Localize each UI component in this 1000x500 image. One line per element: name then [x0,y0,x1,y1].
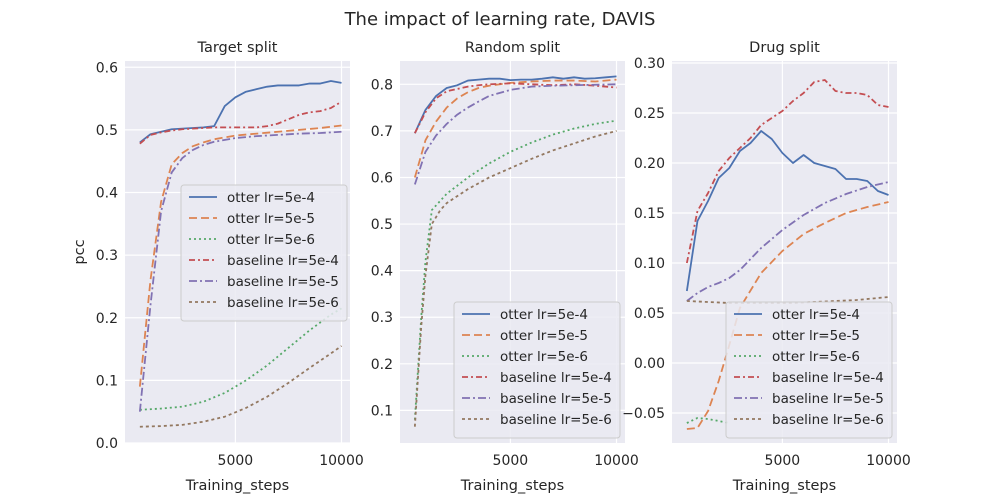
y-tick-label: 0.15 [634,206,665,222]
x-tick-label: 10000 [594,453,639,469]
x-tick-label: 5000 [493,453,529,469]
legend-label: baseline lr=5e-4 [500,370,612,386]
y-tick-label: 0.30 [634,56,665,72]
subplot-title: Target split [197,40,278,56]
y-tick-label: 0.2 [371,357,393,373]
y-tick-label: 0.3 [96,248,118,264]
x-tick-label: 10000 [319,453,364,469]
series-line [413,78,617,178]
series-line [139,345,343,428]
legend-box [180,184,348,322]
series-line [686,201,889,430]
series-line [413,130,617,427]
series-line [138,124,342,387]
subplot-title: Drug split [749,40,820,56]
series-line [414,75,617,134]
legend-label: otter lr=5e-6 [227,232,315,248]
x-tick-label: 10000 [866,453,911,469]
y-tick-label: 0.5 [96,123,118,139]
legend-label: baseline lr=5e-6 [500,412,612,428]
y-tick-label: 0.20 [634,156,665,172]
series-line [139,307,342,411]
x-axis-label: Training_steps [732,478,836,494]
legend-label: baseline lr=5e-5 [227,274,339,290]
x-axis-label: Training_steps [460,478,564,494]
legend-label: baseline lr=5e-4 [772,370,884,386]
subplot-random: 0.1 0.2 0.3 0.4 0.5 0.6 0.7 0.8 5000 10000 Rando… [371,40,639,494]
figure-title: The impact of learning rate, DAVIS [344,9,656,30]
y-tick-label: 0.6 [96,60,118,76]
series-line [686,181,889,302]
series-line [686,417,730,424]
legend-label: otter lr=5e-5 [227,211,315,227]
y-tick-label: 0.3 [371,310,393,326]
y-tick-label: 0.10 [634,256,665,272]
y-tick-label: 0.0 [96,436,118,452]
subplot-target: 0.0 0.1 0.2 0.3 0.4 0.5 0.6 5000 10000 Target s… [72,40,364,494]
series-line [685,79,889,264]
series-line [139,80,342,144]
legend-label: otter lr=5e-4 [227,190,315,206]
x-axis-label: Training_steps [185,478,289,494]
y-tick-label: 0.2 [96,311,118,327]
legend-label: baseline lr=5e-4 [227,253,339,269]
legend-label: baseline lr=5e-5 [772,391,884,407]
y-tick-label: 0.00 [634,356,665,372]
legend-label: otter lr=5e-5 [500,328,588,344]
legend-label: baseline lr=5e-6 [227,295,339,311]
series-line [138,130,342,412]
series-line [139,100,342,145]
y-tick-label: 0.25 [634,106,665,122]
legend-label: baseline lr=5e-6 [772,412,884,428]
legend-label: otter lr=5e-6 [500,349,588,365]
y-tick-label: 0.7 [371,124,393,140]
legend-label: otter lr=5e-6 [772,349,860,365]
legend-label: otter lr=5e-5 [772,328,860,344]
y-tick-label: 0.05 [634,306,665,322]
series-line [414,83,617,185]
subplot-title: Random split [465,40,560,56]
y-tick-label: 0.1 [371,403,393,419]
legend-box [453,301,621,439]
legend-label: otter lr=5e-4 [772,307,860,323]
legend-label: baseline lr=5e-5 [500,391,612,407]
y-tick-label: 0.1 [96,373,118,389]
series-line [685,130,889,292]
y-tick-label: 0.4 [96,186,118,202]
y-tick-label: 0.4 [371,264,393,280]
legend-label: otter lr=5e-4 [500,307,588,323]
x-tick-label: 5000 [765,453,801,469]
y-axis-label: pcc [72,239,88,264]
y-tick-label: 0.8 [371,77,393,93]
x-tick-label: 5000 [218,453,254,469]
subplot-drug: −0.05 0.00 0.05 0.10 0.15 0.20 0.25 0.30 5000 10… [622,40,911,494]
y-tick-label: −0.05 [622,406,665,422]
series-line [413,119,617,420]
y-tick-label: 0.5 [371,217,393,233]
y-tick-label: 0.6 [371,170,393,186]
legend-box [725,301,893,439]
